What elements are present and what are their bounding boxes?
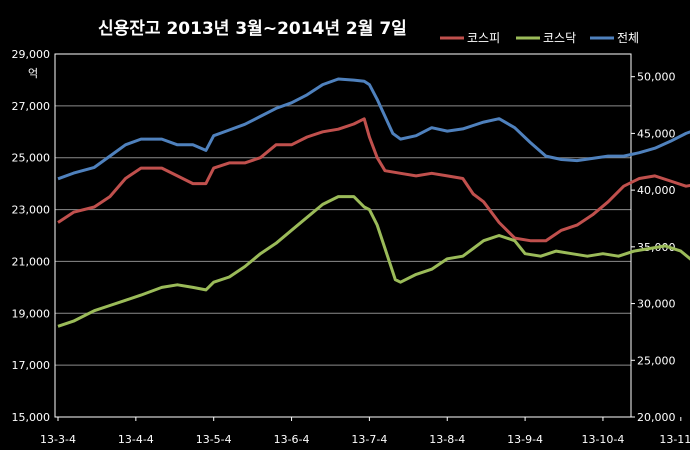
series-line-전체	[57, 77, 690, 181]
legend-label: 코스닥	[543, 31, 576, 45]
x-axis: 13-3-4 13-4-4 13-5-4 13-6-4 13-7-4 13-8-4 13-9…	[40, 417, 690, 446]
right-tick-label: 45,000	[637, 127, 676, 140]
x-tick-label: 13-4-4	[118, 433, 154, 446]
right-tick-label: 25,000	[637, 354, 676, 367]
left-tick-label: 15,000	[12, 411, 51, 424]
x-tick-label: 13-7-4	[351, 433, 387, 446]
left-tick-label: 25,000	[12, 152, 51, 165]
x-tick-label: 13-8-4	[429, 433, 465, 446]
right-tick-label: 20,000	[637, 411, 676, 424]
right-tick-label: 50,000	[637, 71, 676, 84]
left-tick-label: 17,000	[12, 359, 51, 372]
x-tick-label: 13-5-4	[196, 433, 232, 446]
left-tick-label: 19,000	[12, 307, 51, 320]
legend-label: 전체	[617, 31, 639, 45]
right-tick-label: 40,000	[637, 184, 676, 197]
series-lines	[57, 77, 690, 328]
right-tick-label: 30,000	[637, 298, 676, 311]
left-tick-label: 21,000	[12, 255, 51, 268]
legend-label: 코스피	[467, 31, 500, 45]
chart-title: 신용잔고 2013년 3월~2014년 2월 7일	[98, 19, 407, 39]
legend: 코스피 코스닥 전체	[440, 31, 639, 45]
right-axis: 20,00025,00030,00035,00040,00045,00050,0…	[631, 71, 676, 424]
left-tick-label: 29,000	[12, 48, 51, 61]
left-axis: 15,000 17,000 19,000 21,000 23,000 25,000 27,0…	[12, 48, 51, 424]
gridlines	[55, 105, 631, 366]
x-tick-label: 13-3-4	[40, 433, 76, 446]
left-axis-unit: 억	[28, 67, 38, 80]
series-line-코스피	[57, 117, 690, 243]
x-tick-label: 13-9-4	[507, 433, 543, 446]
x-tick-label: 13-11-4	[659, 433, 690, 446]
x-tick-label: 13-10-4	[581, 433, 624, 446]
x-tick-label: 13-6-4	[274, 433, 310, 446]
plot-frame	[54, 53, 632, 418]
series-line-코스닥	[57, 195, 690, 328]
left-tick-label: 27,000	[12, 100, 51, 113]
left-tick-label: 23,000	[12, 204, 51, 217]
